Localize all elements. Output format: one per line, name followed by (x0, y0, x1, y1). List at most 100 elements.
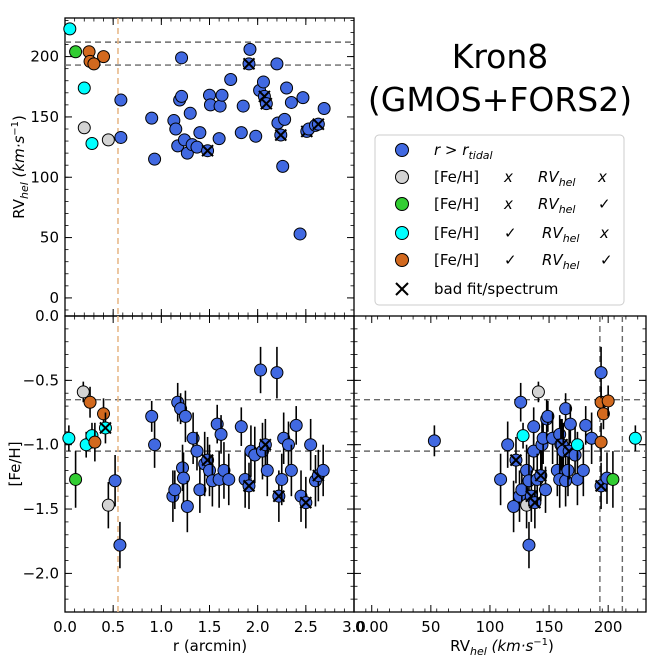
chart-title-line1: Kron8 (452, 37, 549, 76)
feh_vs_rv-point (516, 429, 530, 443)
panel-b-xlabel: r (arcmin) (173, 637, 247, 655)
rv_vs_r-point (148, 152, 162, 166)
feh_vs_r-xtick-label: 0.0 (53, 618, 77, 636)
feh_vs_r-point (222, 472, 236, 486)
feh_vs_rv-point (541, 409, 555, 423)
rv_vs_r-point (175, 89, 189, 103)
rv_vs_r-point (183, 106, 197, 120)
rv_vs_r-bad-marker (201, 144, 214, 157)
rv_vs_r-point (101, 133, 115, 147)
feh_vs_rv-point (522, 538, 536, 552)
feh_vs_rv-bad-marker (534, 469, 547, 482)
rv_vs_r-point (193, 126, 207, 140)
feh_vs_rv-point (427, 434, 441, 448)
rv_vs_r-bad-marker (260, 97, 273, 110)
rv_vs_r-bad-marker (274, 128, 287, 142)
legend-label-orange-mark2: ✓ (600, 251, 613, 269)
legend-marker-green (395, 197, 409, 211)
rv_vs_r-point (87, 57, 101, 71)
rv_vs_r-point (77, 121, 91, 135)
feh_vs_r-point (281, 438, 295, 452)
legend-marker-x (395, 282, 409, 296)
legend-label-tidal-sub: tidal (468, 149, 492, 162)
feh-vs-radius-panel: 0.0 0.5 1.0 1.5 2.0 2.5 3.0 −2.0 −1.5 −1.0 −0.5 0.0 (23, 307, 366, 636)
panel-c-xlabel: RVhel (km·s−1) (450, 637, 554, 658)
feh_vs_rv-point (515, 483, 529, 497)
feh_vs_r-ytick-label: −1.5 (23, 500, 59, 518)
rv_vs_r-ytick-label: 0 (49, 289, 59, 307)
legend-label-grey-mark1: x (503, 168, 513, 186)
legend-marker-grey (395, 170, 409, 184)
feh_vs_r-point (101, 498, 115, 512)
feh-vs-rv-panel: 0.00 50 100 150 200 (353, 315, 647, 636)
feh_vs_r-point (83, 395, 97, 409)
feh_vs_rv-point (570, 438, 584, 452)
rv_vs_r-point (270, 57, 284, 71)
legend: r > rtidal [Fe/H] x RVhel x [Fe/H] x RVh… (374, 134, 625, 306)
feh_vs_r-xtick-label: 1.5 (198, 618, 222, 636)
rv_vs_r-point (97, 50, 111, 64)
rv_vs_r-point (296, 91, 310, 105)
rv_vs_r-point (77, 81, 91, 95)
rv_vs_r-point (212, 132, 226, 146)
rv_vs_r-ytick-label: 50 (40, 229, 59, 247)
feh_vs_r-xtick-label: 0.5 (101, 618, 125, 636)
feh_vs_rv-point (514, 395, 528, 409)
feh_vs_rv-xtick-label: 150 (535, 618, 564, 636)
legend-label-bad: bad fit/spectrum (434, 280, 558, 298)
panel-c-xlabel-sub: hel (470, 645, 487, 658)
legend-label-green-mark1: x (503, 195, 513, 213)
rv_vs_r-point (114, 93, 128, 107)
panel-c-xlabel-main: RV (450, 637, 471, 655)
feh_vs_r-point (176, 471, 190, 485)
rv_vs_r-point (256, 75, 270, 89)
feh_vs_rv-point (594, 366, 608, 380)
feh_vs_r-point (168, 483, 182, 497)
feh_vs_rv-xtick-label: 100 (476, 618, 505, 636)
rv_vs_r-point (243, 42, 257, 56)
rv_vs_r-ytick-label: 150 (30, 108, 59, 126)
feh_vs_rv-bad-marker (528, 496, 542, 509)
feh_vs_r-point (76, 385, 90, 399)
feh_vs_r-point (148, 438, 162, 452)
panel-a-ylabel-sup: −1 (10, 121, 21, 136)
rv_vs_r-point (249, 129, 263, 143)
rv_vs_r-point (85, 136, 99, 150)
legend-label-green-mark2: ✓ (598, 195, 611, 213)
feh_vs_rv-point (594, 435, 608, 449)
rv_vs_r-bad-marker (312, 117, 325, 131)
rv_vs_r-point (234, 126, 248, 140)
feh_vs_r-point (108, 474, 122, 488)
rv_vs_r-point (114, 130, 128, 144)
feh_vs_r-ytick-label: −1.0 (23, 436, 59, 454)
panel-a-ylabel-close: ) (10, 115, 28, 121)
rv_vs_r-bad-marker (242, 57, 256, 71)
panel-a-ylabel-unit: (km·s (10, 136, 28, 178)
feh_vs_rv-point (576, 463, 590, 477)
panel-c-xlabel-sup: −1 (533, 637, 548, 648)
feh_vs_r-bad-marker (242, 479, 256, 493)
feh_vs_rv-point (531, 385, 545, 399)
feh_vs_r-point (234, 420, 248, 434)
legend-label-tidal: r > rtidal (434, 141, 493, 162)
feh_vs_r-xtick-label: 2.5 (294, 618, 318, 636)
rv-vs-radius-panel: 0 50 100 150 200 (30, 17, 355, 317)
legend-label-grey-col1: [Fe/H] (434, 168, 479, 186)
feh_vs_r-bad-marker (201, 453, 214, 467)
panel-a-ylabel: RVhel (km·s−1) (10, 115, 31, 219)
rv_vs_r-point (175, 51, 189, 65)
legend-marker-orange (395, 253, 409, 267)
legend-label-grey-col2: RVhel (538, 168, 575, 189)
panel-c-xlabel-close: ) (548, 637, 554, 655)
feh_vs_rv-point (596, 407, 610, 421)
rv_vs_r-point (236, 99, 250, 113)
legend-label-cyan-col1: [Fe/H] (434, 224, 479, 242)
rv_vs_r-point (213, 99, 227, 113)
legend-label-cyan-mark1: ✓ (504, 224, 517, 242)
legend-marker-blue (395, 143, 409, 157)
feh_vs_r-point (190, 444, 204, 458)
feh_vs_r-ytick-label: −2.0 (23, 564, 59, 582)
feh_vs_rv-point (527, 420, 541, 434)
legend-label-orange-col1: [Fe/H] (434, 251, 479, 269)
